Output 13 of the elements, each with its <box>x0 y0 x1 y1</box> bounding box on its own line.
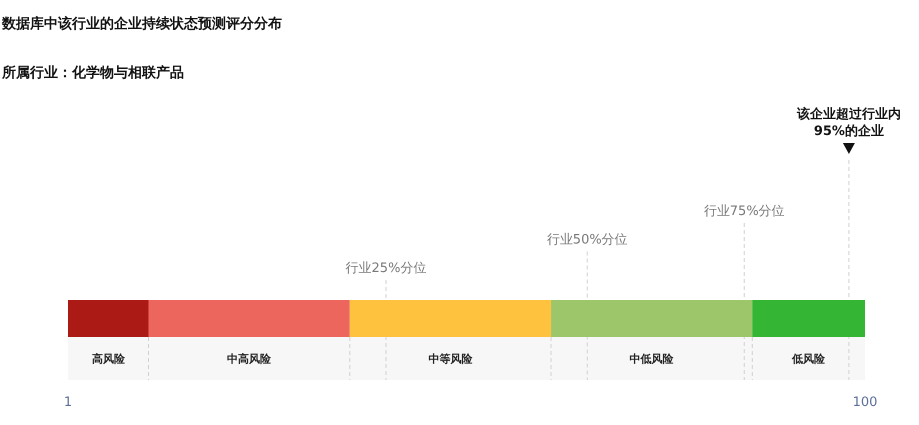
ref-line-label: 行业50%分位 <box>546 232 628 248</box>
band-label: 低风险 <box>791 352 826 366</box>
x-tick-label: 1 <box>64 395 72 410</box>
chart-title: 数据库中该行业的企业持续状态预测评分分布 <box>1 15 282 32</box>
chart-subtitle: 所属行业：化学物与相联产品 <box>1 64 184 81</box>
ref-line-label: 行业25%分位 <box>346 261 426 276</box>
band-label: 中高风险 <box>227 352 272 366</box>
ref-line-label: 该企业超过行业内95%的企业 <box>796 106 901 139</box>
band-label: 中等风险 <box>428 352 474 366</box>
ref-line-label: 行业75%分位 <box>704 204 785 219</box>
band-label: 中低风险 <box>630 352 675 366</box>
band-label: 高风险 <box>92 352 126 366</box>
x-tick-label: 100 <box>852 395 878 410</box>
